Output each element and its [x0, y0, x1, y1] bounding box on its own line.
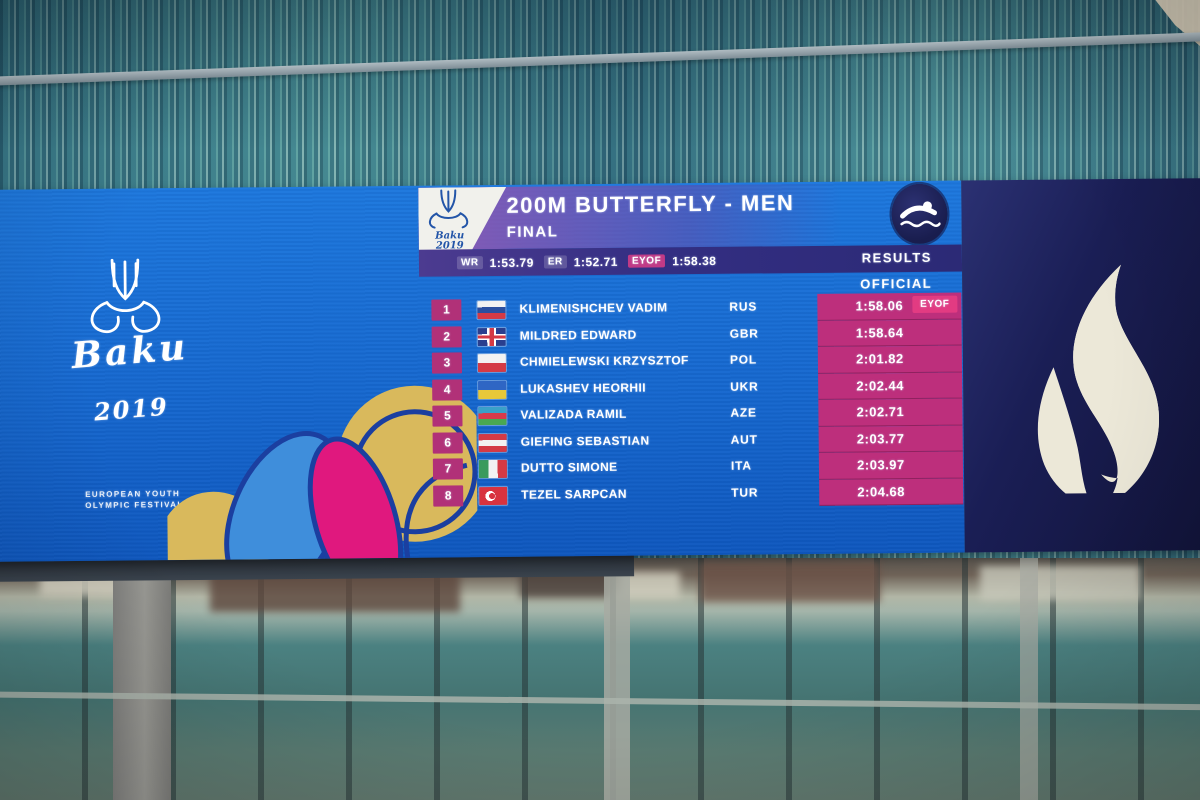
time-cell: 2:03.97: [818, 451, 964, 480]
record-label: WR: [456, 256, 483, 270]
country-flag-icon: [478, 459, 508, 479]
window-reflection: [700, 562, 880, 602]
record-value: 1:58.38: [672, 253, 717, 268]
result-time: 2:01.82: [856, 351, 904, 367]
record-label: ER: [543, 255, 567, 269]
record-item-er: ER 1:52.71: [543, 254, 619, 269]
athlete-name: CHMIELEWSKI KRZYSZTOF: [519, 353, 689, 369]
record-item-wr: WR 1:53.79: [456, 255, 534, 270]
swimming-pictogram: [891, 183, 948, 245]
rank-cell: 4: [432, 378, 463, 401]
results-status: RESULTS: [861, 249, 933, 266]
athlete-name: GIEFING SEBASTIAN: [520, 433, 650, 449]
result-time: 2:04.68: [857, 483, 906, 500]
result-time: 2:03.97: [857, 457, 905, 473]
rank-cell: 6: [432, 431, 463, 454]
scoreboard-screen: Baku 2019 EUROPEAN YOUTH OLYMPIC FESTIVA…: [0, 180, 965, 562]
baku-2019-logo-chip: Baku 2019: [418, 187, 507, 264]
record-value: 1:52.71: [573, 254, 619, 269]
led-scoreboard: Baku 2019 EUROPEAN YOUTH OLYMPIC FESTIVA…: [0, 178, 1200, 562]
rank-cell: 8: [433, 484, 464, 507]
country-code: RUS: [729, 299, 758, 314]
result-row: 8 TEZEL SARPCAN TUR 2:04.68: [433, 478, 964, 510]
country-flag-icon: [478, 380, 507, 399]
athlete-name: MILDRED EDWARD: [519, 327, 637, 343]
country-code: AZE: [730, 405, 757, 420]
rank-cell: 5: [432, 405, 463, 427]
time-cell: 2:01.82: [817, 345, 963, 374]
window-reflection: [620, 572, 680, 598]
country-flag-icon: [477, 327, 506, 346]
petal-artwork: [165, 385, 478, 561]
rank-cell: 1: [431, 299, 462, 321]
event-title: 200M BUTTERFLY - MEN: [506, 190, 795, 218]
glass-facade: [0, 558, 1200, 800]
time-cell: 1:58.06 EYOF: [817, 292, 962, 321]
time-cell: 2:03.77: [818, 425, 963, 453]
result-time: 1:58.64: [855, 324, 904, 341]
result-time: 2:02.71: [856, 404, 905, 420]
athlete-name: LUKASHEV HEORHII: [520, 380, 646, 396]
country-code: UKR: [730, 378, 759, 394]
country-code: GBR: [729, 325, 759, 341]
sponsor-panel: [961, 178, 1200, 553]
time-cell: 2:02.71: [818, 398, 963, 427]
athlete-name: KLIMENISHCHEV VADIM: [519, 300, 668, 316]
result-time: 2:03.77: [856, 430, 905, 447]
window-reflection: [980, 566, 1140, 600]
year-script: 2019: [92, 391, 170, 427]
rank-cell: 3: [431, 352, 463, 374]
rank-cell: 2: [431, 325, 462, 348]
official-status: OFFICIAL: [860, 275, 933, 292]
record-item-eyof: EYOF 1:58.38: [627, 253, 717, 268]
record-label-highlight: EYOF: [627, 254, 666, 268]
country-code: TUR: [731, 484, 759, 500]
athlete-name: DUTTO SIMONE: [520, 459, 618, 475]
flame-logo-icon: [1037, 264, 1160, 495]
time-cell: 2:04.68: [819, 478, 964, 506]
country-code: AUT: [730, 431, 758, 447]
results-table: 1 KLIMENISHCHEV VADIM RUS 1:58.06 EYOF 2…: [431, 292, 964, 510]
baku-tulip-logo-icon: [90, 258, 161, 334]
baku-logo-small-icon: [418, 187, 506, 232]
swimmer-icon: [900, 201, 941, 228]
result-time: 2:02.44: [856, 377, 905, 394]
rank-cell: 7: [432, 458, 464, 480]
country-flag-icon: [478, 433, 507, 452]
record-badge: EYOF: [912, 295, 958, 314]
facade-column: [604, 558, 630, 800]
facade-column: [113, 558, 171, 800]
athlete-name: TEZEL SARPCAN: [521, 486, 627, 502]
facade-column: [1020, 558, 1038, 800]
country-flag-icon: [478, 406, 507, 426]
athlete-name: VALIZADA RAMIL: [520, 406, 627, 422]
time-cell: 2:02.44: [818, 372, 963, 400]
country-flag-icon: [477, 353, 507, 373]
country-flag-icon: [477, 300, 506, 320]
country-code: POL: [729, 352, 758, 367]
time-cell: 1:58.64: [817, 319, 962, 347]
country-flag-icon: [479, 486, 508, 505]
record-value: 1:53.79: [489, 255, 534, 270]
country-code: ITA: [730, 458, 752, 473]
event-round: FINAL: [506, 223, 559, 241]
